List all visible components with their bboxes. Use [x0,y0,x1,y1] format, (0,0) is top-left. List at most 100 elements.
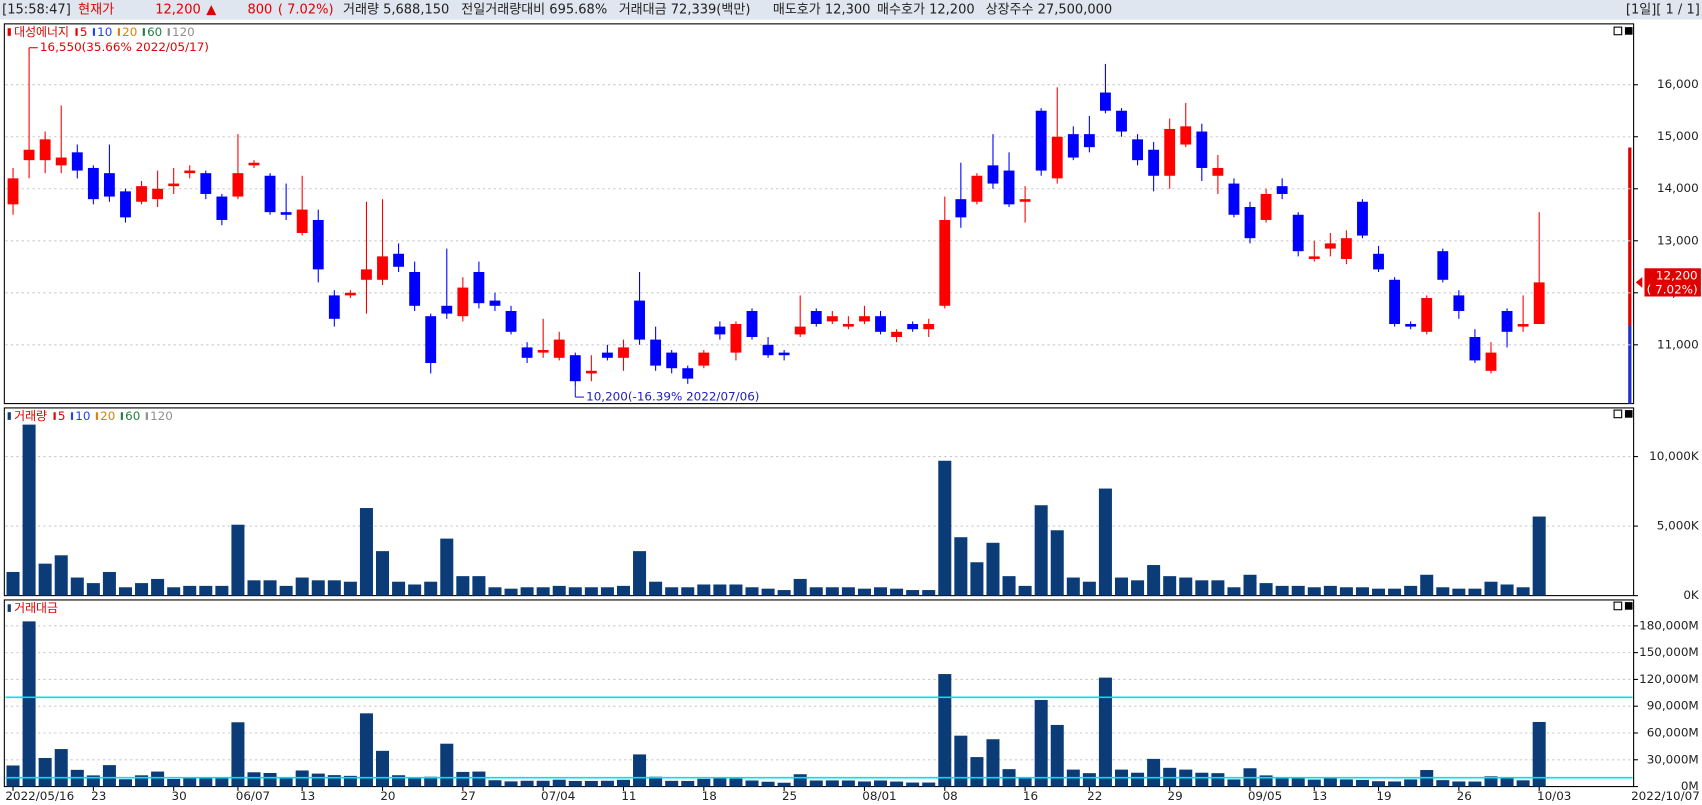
candle-body [1035,110,1047,171]
bar [745,780,759,787]
candle-body [103,173,115,197]
turnover: 거래대금 72,339(백만) [619,2,751,17]
candle-body [1437,251,1449,280]
legend-marker [7,412,11,420]
bar [745,587,759,596]
candle-body [826,316,838,322]
bar [311,773,325,787]
bar [70,577,84,596]
bar [1372,588,1386,596]
bar [1436,587,1450,596]
icon[interactable] [1613,26,1623,36]
bar [118,779,132,787]
candle-body [377,256,388,280]
bar [1404,779,1418,787]
bar [327,775,341,787]
bar [1034,699,1048,787]
candle-body [1196,131,1208,168]
bar [777,782,791,787]
bar [1050,724,1064,787]
legend-label: 20 [100,409,115,423]
bar [151,771,165,787]
candle-body [1389,279,1401,325]
y-tick-label: 150,000M [1639,645,1699,659]
bar [456,771,470,787]
axis-date: 2022/10/07 [1631,789,1700,803]
bar [825,780,839,787]
bar [1098,677,1112,787]
candle-body [1469,337,1481,361]
x-tick-label: 07/04 [541,789,575,803]
y-tick-label: 180,000M [1639,618,1699,632]
candle-body [71,152,83,171]
bar [38,563,52,596]
legend-marker [75,28,78,36]
bar [1050,530,1064,596]
bar [1131,772,1145,787]
y-tick-label: 16,000 [1657,77,1699,91]
candle-body [1100,92,1111,111]
bar [922,590,936,596]
candle-body [521,347,533,358]
candle-body [987,165,999,184]
bar [1291,585,1305,596]
candle-body [312,219,324,270]
bar [1500,778,1514,787]
change: 800 [247,2,272,17]
candle-body [859,316,870,322]
bar [906,782,920,787]
candle-body [1533,282,1545,325]
bar [890,781,904,787]
icon[interactable] [1624,27,1633,35]
icon[interactable] [1624,602,1633,610]
bar [841,780,855,787]
bar [665,587,679,596]
bar [1484,581,1498,596]
candle-body [1260,193,1272,220]
bar [231,524,245,596]
bar [874,587,888,596]
bar [1372,781,1386,787]
legend-marker [53,412,56,420]
bar [1066,577,1080,596]
legend-marker [70,412,74,420]
candle-body [1019,199,1031,202]
bar [376,551,390,596]
bar [183,777,197,787]
candle-body [1228,183,1240,215]
bar [1323,585,1337,596]
y-tick-label: 13,000 [1657,233,1699,247]
page-indicator[interactable]: [1일][ 1 / 1] [1626,2,1700,17]
bar [22,621,36,787]
y-tick-label: 14,000 [1657,181,1699,195]
candle-body [361,269,372,280]
legend-marker [92,28,96,36]
candle-body [1373,253,1384,270]
candle-body [489,300,501,306]
candle-body [344,292,356,296]
time: [15:58:47] [2,2,71,17]
y-tick-label: 60,000M [1647,725,1699,739]
bar [488,780,502,787]
bar [392,581,406,596]
bar [1500,584,1514,596]
bar [970,757,984,787]
bar [1291,778,1305,787]
legend-label: 5 [58,409,66,423]
bar [954,537,968,596]
bar [713,778,727,787]
bar [1516,587,1530,596]
icon[interactable] [1624,410,1633,418]
bar [938,674,952,787]
bar [954,735,968,787]
bar [1484,776,1498,787]
x-tick-label: 08 [943,789,958,803]
icon[interactable] [1613,409,1623,419]
bar [440,538,454,596]
candle-body [939,219,951,306]
icon[interactable] [1613,601,1623,611]
bar [456,576,470,596]
candle-body [1067,134,1079,158]
volume-ratio: 전일거래량대비 695.68% [461,2,607,17]
